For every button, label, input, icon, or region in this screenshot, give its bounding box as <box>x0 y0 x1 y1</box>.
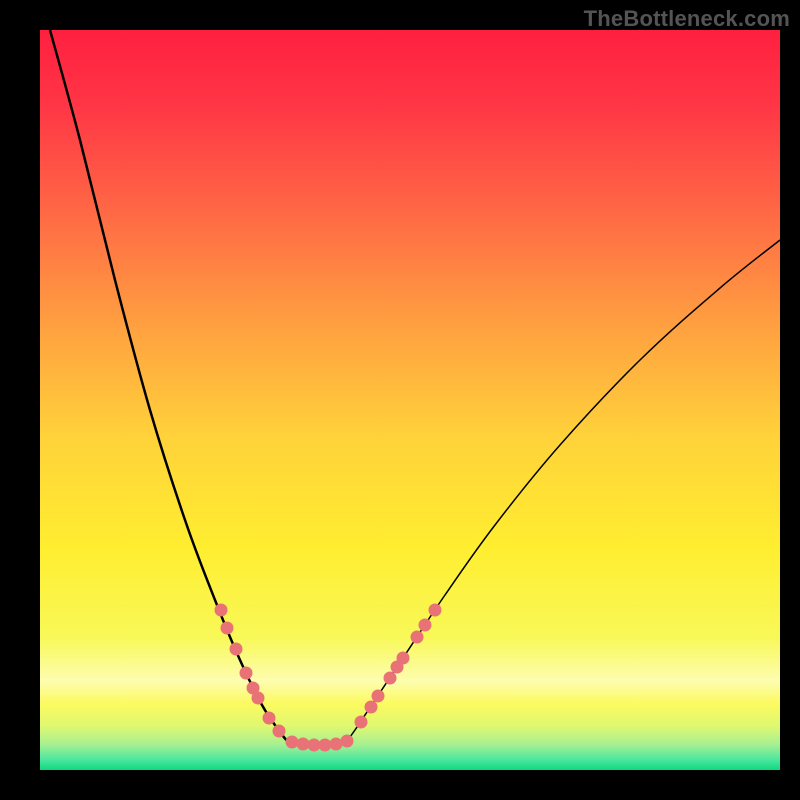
data-marker <box>273 725 286 738</box>
data-marker <box>221 622 234 635</box>
chart-container: TheBottleneck.com <box>0 0 800 800</box>
data-marker <box>419 619 432 632</box>
data-marker <box>384 672 397 685</box>
data-marker <box>411 631 424 644</box>
watermark-text: TheBottleneck.com <box>584 6 790 32</box>
data-marker <box>240 667 253 680</box>
data-marker <box>252 692 265 705</box>
data-marker <box>365 701 378 714</box>
data-marker <box>330 738 343 751</box>
data-marker <box>341 735 354 748</box>
data-marker <box>297 738 310 751</box>
data-marker <box>429 604 442 617</box>
plot-area <box>40 30 780 770</box>
data-marker <box>355 716 368 729</box>
data-marker <box>263 712 276 725</box>
data-marker <box>286 736 299 749</box>
data-marker <box>372 690 385 703</box>
data-marker <box>397 652 410 665</box>
data-marker <box>215 604 228 617</box>
data-marker <box>319 739 332 752</box>
data-marker <box>230 643 243 656</box>
chart-svg <box>40 30 780 770</box>
